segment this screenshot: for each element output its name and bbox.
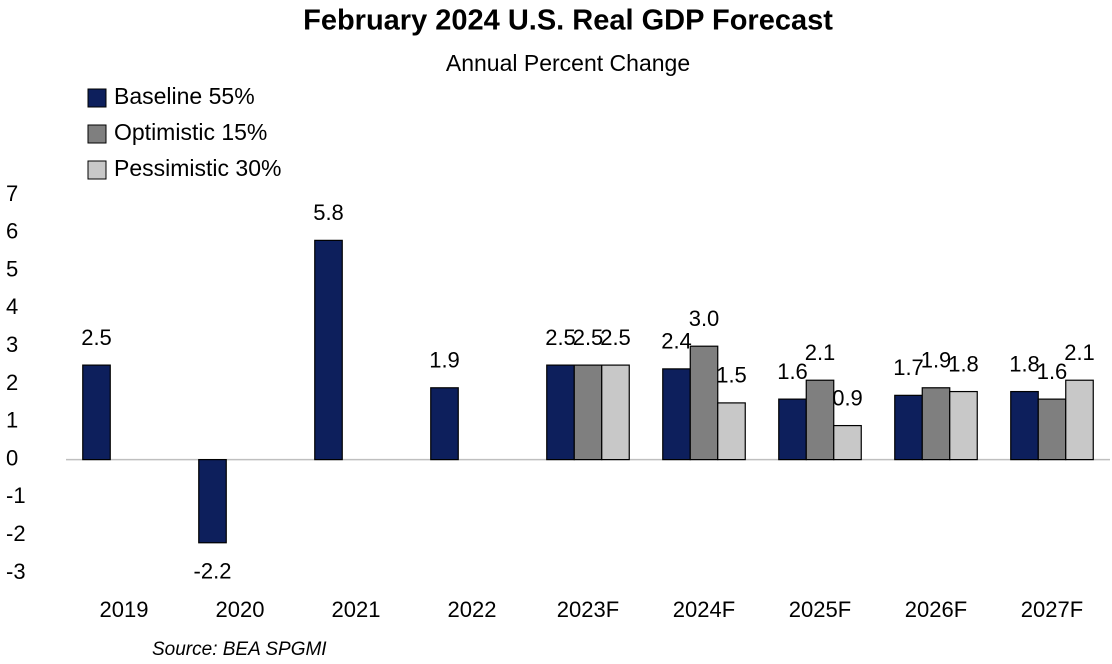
x-tick-label: 2023F <box>557 597 619 622</box>
bar <box>949 390 978 461</box>
bar <box>717 402 746 461</box>
chart-subtitle: Annual Percent Change <box>446 50 690 76</box>
x-tick-label: 2021 <box>332 597 381 622</box>
legend-swatch <box>87 160 107 180</box>
y-tick-label: -3 <box>6 559 26 584</box>
bar <box>921 387 951 461</box>
bar <box>1037 398 1067 461</box>
data-label: 1.5 <box>716 363 747 388</box>
bar <box>689 345 719 461</box>
data-label: 1.6 <box>777 359 808 384</box>
y-tick-label: -1 <box>6 483 26 508</box>
bar <box>662 368 691 461</box>
bar <box>1010 390 1039 461</box>
x-tick-label: 2019 <box>100 597 149 622</box>
legend-label: Optimistic 15% <box>114 119 267 145</box>
data-label: 0.9 <box>832 385 863 410</box>
data-label: 1.7 <box>893 355 924 380</box>
data-label: 2.1 <box>805 340 836 365</box>
bar <box>1065 379 1094 461</box>
y-tick-label: 3 <box>6 332 18 357</box>
data-label: 1.9 <box>429 348 460 373</box>
data-label: 2.5 <box>573 325 604 350</box>
legend-swatch <box>87 124 107 144</box>
y-tick-label: 5 <box>6 256 18 281</box>
data-label: 1.9 <box>921 348 952 373</box>
bar <box>82 364 111 461</box>
y-tick-label: 4 <box>6 294 18 319</box>
legend-label: Pessimistic 30% <box>114 155 281 181</box>
data-label: 2.5 <box>600 325 631 350</box>
bar <box>546 364 575 461</box>
data-label: 2.5 <box>81 325 112 350</box>
data-label: 2.1 <box>1064 340 1095 365</box>
data-label: 3.0 <box>689 306 720 331</box>
bar <box>314 239 343 461</box>
bar <box>778 398 807 461</box>
x-tick-label: 2022 <box>448 597 497 622</box>
data-label: -2.2 <box>194 559 232 584</box>
data-label: 1.8 <box>948 351 979 376</box>
bar <box>805 379 835 461</box>
data-label: 2.4 <box>661 329 692 354</box>
y-tick-label: 2 <box>6 370 18 395</box>
legend-label: Baseline 55% <box>114 83 255 109</box>
y-tick-label: 7 <box>6 181 18 206</box>
data-label: 2.5 <box>545 325 576 350</box>
legend-swatch <box>87 88 107 108</box>
x-tick-label: 2020 <box>216 597 265 622</box>
x-tick-label: 2024F <box>673 597 735 622</box>
bar <box>198 459 227 544</box>
source-note: Source: BEA SPGMI <box>152 639 327 660</box>
data-label: 1.6 <box>1037 359 1068 384</box>
y-tick-label: 6 <box>6 219 18 244</box>
x-tick-label: 2026F <box>905 597 967 622</box>
bar <box>601 364 630 461</box>
y-tick-label: -2 <box>6 521 26 546</box>
data-label: 5.8 <box>313 200 344 225</box>
bar <box>894 394 923 461</box>
bar <box>430 387 459 461</box>
data-label: 1.8 <box>1009 351 1040 376</box>
y-tick-label: 0 <box>6 445 18 470</box>
x-tick-label: 2025F <box>789 597 851 622</box>
y-tick-label: 1 <box>6 408 18 433</box>
chart-title: February 2024 U.S. Real GDP Forecast <box>303 5 833 37</box>
bar <box>833 424 862 461</box>
bar <box>573 364 603 461</box>
x-tick-label: 2027F <box>1021 597 1083 622</box>
